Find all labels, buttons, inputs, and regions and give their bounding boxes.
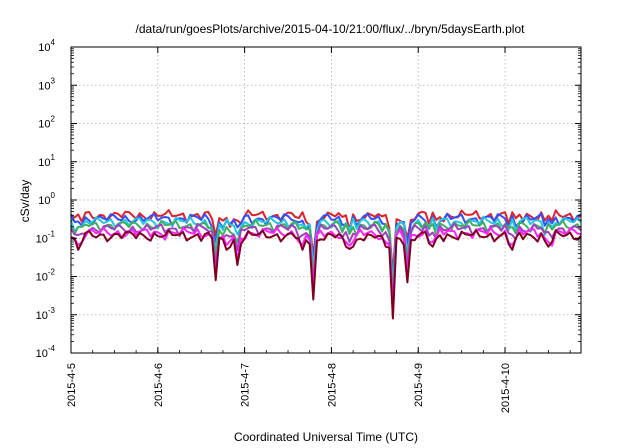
x-tick-label: 2015-4-8 (326, 363, 338, 407)
x-tick-label: 2015-4-7 (240, 363, 252, 407)
y-tick-label: 103 (38, 76, 55, 92)
y-tick-label: 10-2 (36, 268, 56, 284)
x-tick-label: 2015-4-9 (413, 363, 425, 407)
y-tick-label: 100 (38, 191, 55, 207)
series-line (70, 212, 582, 282)
y-axis-label: cSv/day (18, 180, 32, 223)
series-line (70, 229, 582, 320)
x-axis: 2015-4-5 2015-4-6 2015-4-7 2015-4-8 2015-4-9… (66, 47, 571, 413)
series-lines (70, 209, 582, 320)
y-tick-label: 104 (38, 38, 55, 54)
y-tick-label: 10-1 (36, 229, 56, 245)
x-tick-label: 2015-4-5 (66, 363, 78, 407)
series-line (70, 226, 582, 315)
x-tick-label: 2015-4-6 (153, 363, 165, 407)
series-line (70, 222, 582, 305)
y-tick-label: 101 (38, 153, 55, 169)
y-tick-label: 10-4 (36, 344, 56, 360)
x-tick-label: 2015-4-10 (500, 363, 512, 413)
y-tick-label: 102 (38, 115, 55, 131)
grid (71, 47, 581, 353)
y-axis: 10-4 10-3 10-2 10-1 100 101 102 103 104 (36, 38, 581, 360)
y-tick-label: 10-3 (36, 306, 56, 322)
chart-title: /data/run/goesPlots/archive/2015-04-10/2… (136, 22, 526, 36)
x-axis-label: Coordinated Universal Time (UTC) (234, 430, 418, 444)
series-line (70, 215, 582, 289)
